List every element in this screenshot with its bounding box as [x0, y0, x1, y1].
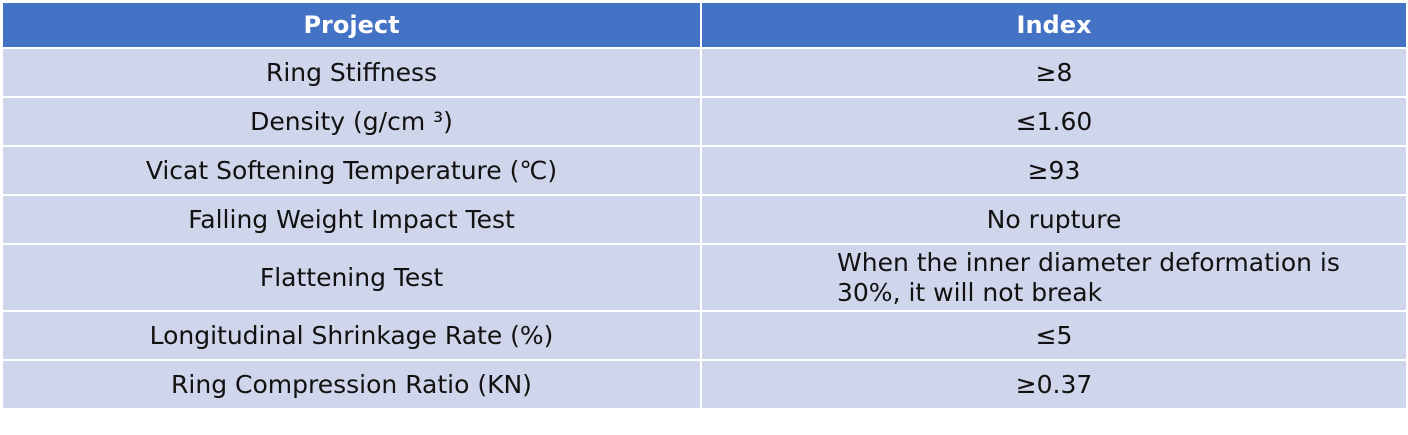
cell-index: When the inner diameter deformation is 3…: [701, 243, 1406, 311]
table-row: Falling Weight Impact Test No rupture: [3, 194, 1406, 244]
cell-project: Falling Weight Impact Test: [3, 194, 702, 244]
cell-index: ≤5: [701, 310, 1406, 360]
cell-project: Ring Compression Ratio (KN): [3, 359, 702, 408]
table-row: Density (g/cm ³) ≤1.60: [3, 96, 1406, 146]
cell-index: ≥8: [701, 47, 1406, 97]
column-header-index: Index: [701, 3, 1406, 48]
cell-project: Density (g/cm ³): [3, 96, 702, 146]
cell-project: Ring Stiffness: [3, 47, 702, 97]
cell-project: Vicat Softening Temperature (℃): [3, 145, 702, 195]
cell-project: Longitudinal Shrinkage Rate (%): [3, 310, 702, 360]
header-row: Project Index: [3, 3, 1406, 48]
cell-index: ≥0.37: [701, 359, 1406, 408]
cell-project: Flattening Test: [3, 243, 702, 311]
cell-index: ≤1.60: [701, 96, 1406, 146]
cell-index: No rupture: [701, 194, 1406, 244]
table-row: Ring Stiffness ≥8: [3, 47, 1406, 97]
table-row: Flattening Test When the inner diameter …: [3, 243, 1406, 311]
table-row: Longitudinal Shrinkage Rate (%) ≤5: [3, 310, 1406, 360]
table-row: Vicat Softening Temperature (℃) ≥93: [3, 145, 1406, 195]
table-row: Ring Compression Ratio (KN) ≥0.37: [3, 359, 1406, 408]
spec-table: Project Index Ring Stiffness ≥8 Density …: [3, 3, 1406, 408]
cell-index: ≥93: [701, 145, 1406, 195]
column-header-project: Project: [3, 3, 702, 48]
